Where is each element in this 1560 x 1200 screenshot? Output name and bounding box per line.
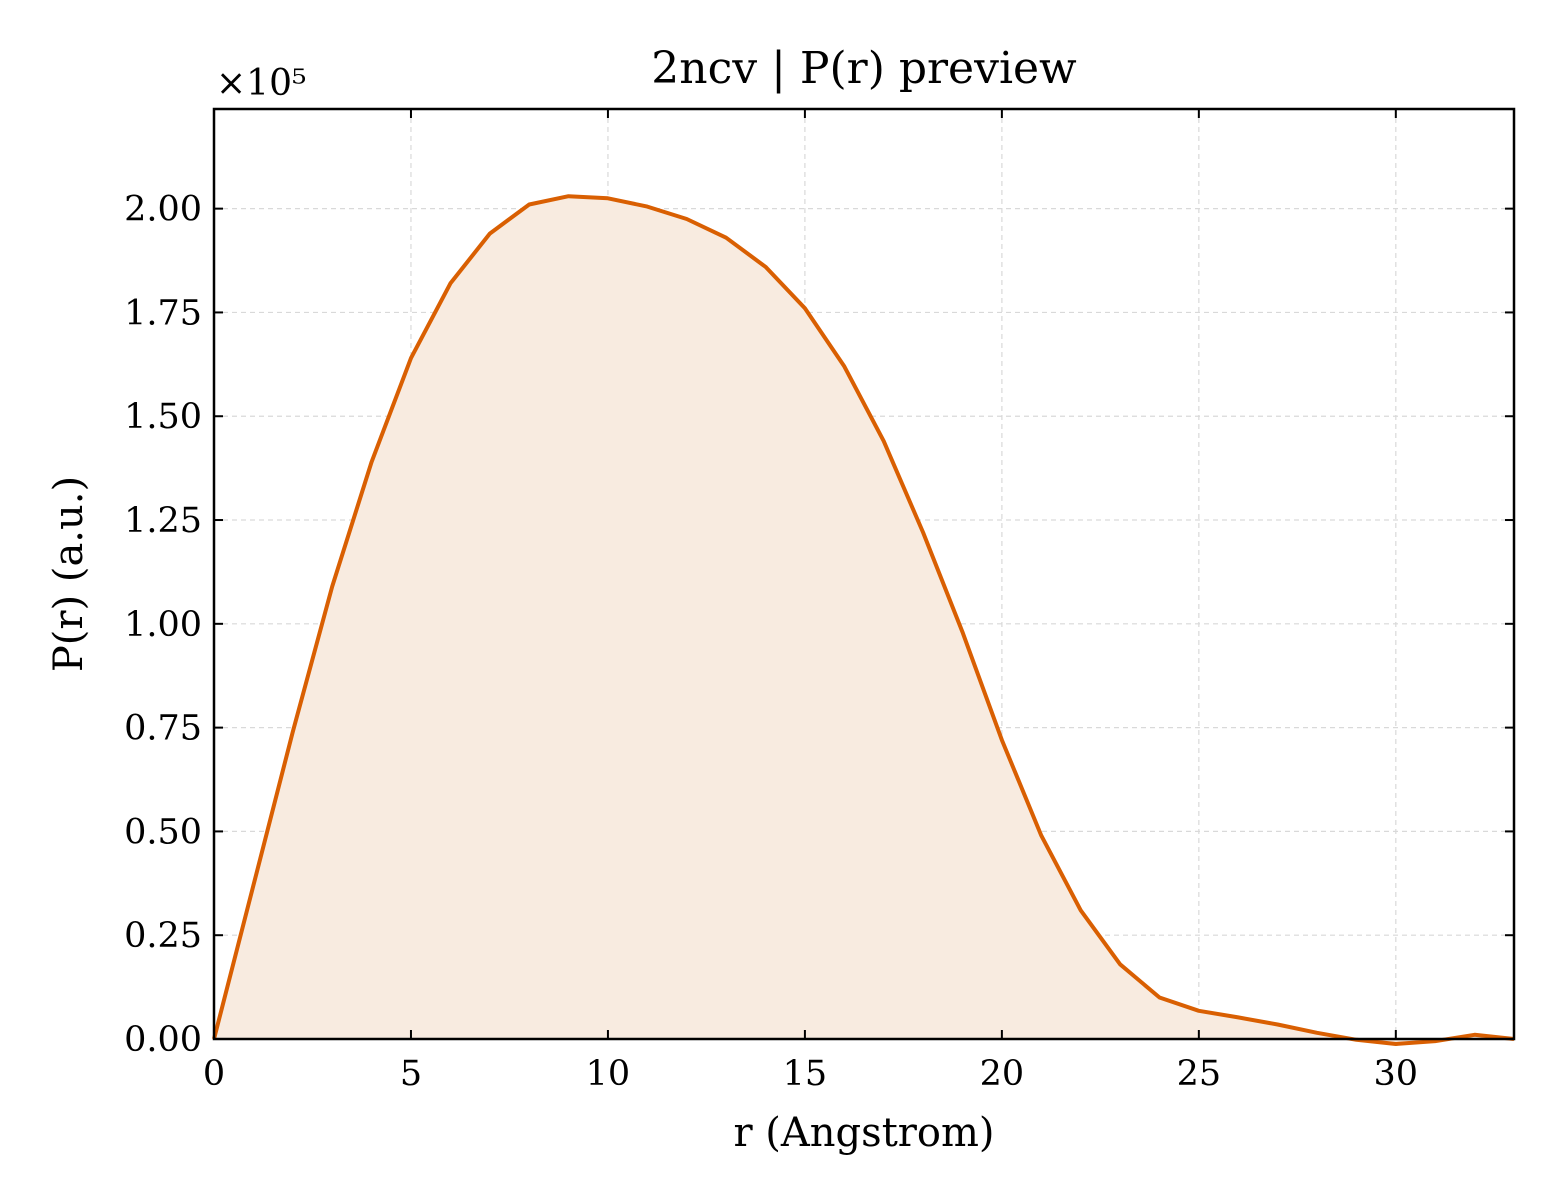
x-axis-label: r (Angstrom) xyxy=(733,1110,994,1156)
x-tick-label: 30 xyxy=(1374,1054,1419,1094)
x-tick-label: 25 xyxy=(1177,1054,1222,1094)
y-tick-label: 0.75 xyxy=(124,709,202,749)
y-tick-label: 1.75 xyxy=(124,293,202,333)
x-tick-label: 0 xyxy=(203,1054,225,1094)
x-tick-label: 20 xyxy=(980,1054,1025,1094)
y-tick-label: 1.25 xyxy=(124,501,202,541)
x-axis-ticks: 0 5 10 15 20 25 30 xyxy=(203,109,1418,1094)
plot-frame xyxy=(212,107,1516,1041)
series-area-fill xyxy=(214,196,1514,1044)
y-axis-ticks: 0.00 0.25 0.50 0.75 1.00 1.25 1.50 1.75 2.00 xyxy=(124,190,1514,1060)
y-tick-label: 1.00 xyxy=(124,605,202,645)
x-tick-label: 15 xyxy=(783,1054,828,1094)
series-line xyxy=(212,194,1515,1046)
y-axis-multiplier: ×10⁵ xyxy=(216,63,306,104)
chart-title: 2ncv | P(r) preview xyxy=(651,43,1077,94)
y-tick-label: 0.00 xyxy=(124,1020,202,1060)
x-tick-label: 5 xyxy=(400,1054,422,1094)
y-tick-label: 0.50 xyxy=(124,812,202,852)
y-axis-label: P(r) (a.u.) xyxy=(46,476,92,672)
x-tick-label: 10 xyxy=(586,1054,631,1094)
y-tick-label: 1.50 xyxy=(124,397,202,437)
y-tick-label: 0.25 xyxy=(124,916,202,956)
y-tick-label: 2.00 xyxy=(124,190,202,230)
